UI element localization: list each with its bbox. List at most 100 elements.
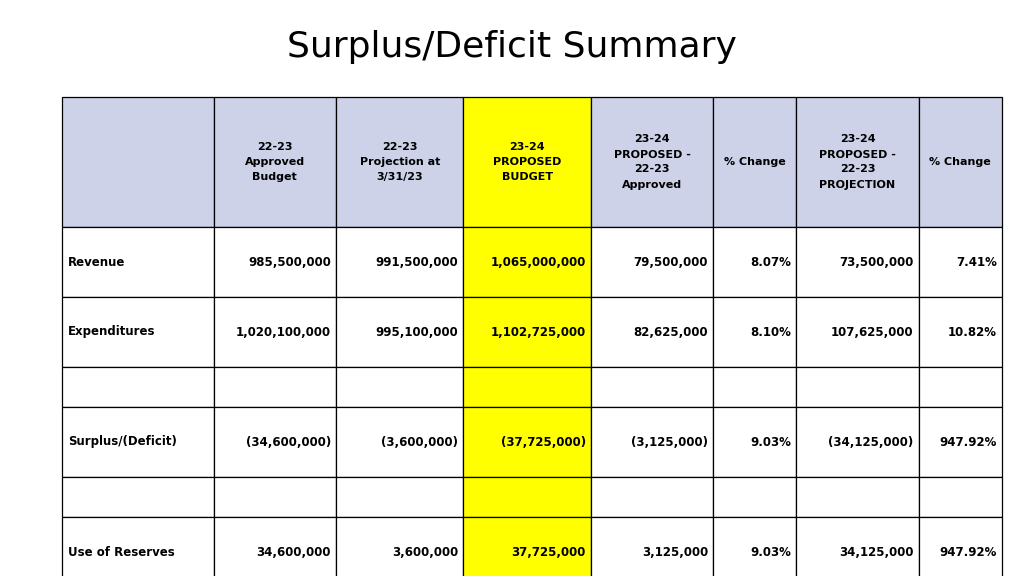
Bar (591, 367, 713, 407)
Bar (336, 227, 464, 297)
Text: (34,125,000): (34,125,000) (828, 435, 913, 449)
Bar (797, 97, 919, 227)
Text: Revenue: Revenue (68, 256, 125, 268)
Text: Approved: Approved (245, 157, 305, 167)
Text: Budget: Budget (253, 172, 297, 182)
Text: 985,500,000: 985,500,000 (248, 256, 331, 268)
Bar (591, 407, 713, 477)
Bar (713, 97, 797, 227)
Bar (713, 227, 797, 297)
Text: Surplus/Deficit Summary: Surplus/Deficit Summary (287, 30, 737, 64)
Text: 9.03%: 9.03% (751, 545, 792, 559)
Text: 995,100,000: 995,100,000 (376, 325, 459, 339)
Text: 79,500,000: 79,500,000 (634, 256, 709, 268)
Text: Approved: Approved (622, 180, 682, 190)
Text: (3,600,000): (3,600,000) (381, 435, 459, 449)
Text: (34,600,000): (34,600,000) (246, 435, 331, 449)
Bar (336, 517, 464, 576)
Text: 82,625,000: 82,625,000 (634, 325, 709, 339)
Bar (62, 517, 214, 576)
Text: 73,500,000: 73,500,000 (840, 256, 913, 268)
Bar (62, 477, 214, 517)
Bar (62, 367, 214, 407)
Bar (214, 407, 336, 477)
Bar (591, 517, 713, 576)
Bar (713, 297, 797, 367)
Text: PROPOSED: PROPOSED (493, 157, 561, 167)
Bar (464, 97, 591, 227)
Text: 7.41%: 7.41% (956, 256, 997, 268)
Text: 8.07%: 8.07% (751, 256, 792, 268)
Bar (214, 517, 336, 576)
Text: 34,600,000: 34,600,000 (257, 545, 331, 559)
Bar (336, 297, 464, 367)
Text: 3,125,000: 3,125,000 (642, 545, 709, 559)
Bar (713, 517, 797, 576)
Bar (464, 407, 591, 477)
Bar (464, 517, 591, 576)
Bar (919, 477, 1001, 517)
Bar (591, 97, 713, 227)
Bar (214, 477, 336, 517)
Text: 8.10%: 8.10% (751, 325, 792, 339)
Bar (464, 477, 591, 517)
Text: 1,020,100,000: 1,020,100,000 (236, 325, 331, 339)
Bar (591, 297, 713, 367)
Text: 37,725,000: 37,725,000 (511, 545, 586, 559)
Bar (797, 227, 919, 297)
Text: 1,102,725,000: 1,102,725,000 (490, 325, 586, 339)
Bar (336, 407, 464, 477)
Text: 3/31/23: 3/31/23 (377, 172, 423, 182)
Text: 23-24: 23-24 (634, 135, 670, 145)
Bar (713, 367, 797, 407)
Text: Surplus/(Deficit): Surplus/(Deficit) (68, 435, 177, 449)
Bar (214, 297, 336, 367)
Text: 22-23: 22-23 (840, 165, 876, 175)
Bar (464, 297, 591, 367)
Text: 107,625,000: 107,625,000 (831, 325, 913, 339)
Bar (336, 97, 464, 227)
Text: 10.82%: 10.82% (948, 325, 997, 339)
Bar (919, 297, 1001, 367)
Bar (797, 367, 919, 407)
Text: Expenditures: Expenditures (68, 325, 156, 339)
Text: PROJECTION: PROJECTION (819, 180, 896, 190)
Bar (591, 227, 713, 297)
Text: (3,125,000): (3,125,000) (631, 435, 709, 449)
Bar (797, 477, 919, 517)
Bar (591, 477, 713, 517)
Text: Projection at: Projection at (359, 157, 440, 167)
Bar (919, 97, 1001, 227)
Bar (713, 477, 797, 517)
Text: PROPOSED -: PROPOSED - (819, 150, 896, 160)
Bar (62, 297, 214, 367)
Bar (919, 367, 1001, 407)
Text: 3,600,000: 3,600,000 (392, 545, 459, 559)
Text: PROPOSED -: PROPOSED - (613, 150, 690, 160)
Text: 947.92%: 947.92% (939, 545, 997, 559)
Text: 22-23: 22-23 (634, 165, 670, 175)
Text: 1,065,000,000: 1,065,000,000 (490, 256, 586, 268)
Bar (214, 227, 336, 297)
Text: 34,125,000: 34,125,000 (840, 545, 913, 559)
Bar (464, 367, 591, 407)
Text: 23-24: 23-24 (840, 135, 876, 145)
Text: 22-23: 22-23 (257, 142, 293, 152)
Text: (37,725,000): (37,725,000) (501, 435, 586, 449)
Bar (919, 517, 1001, 576)
Text: 9.03%: 9.03% (751, 435, 792, 449)
Bar (214, 97, 336, 227)
Text: 22-23: 22-23 (382, 142, 418, 152)
Bar (919, 407, 1001, 477)
Bar (62, 407, 214, 477)
Bar (797, 517, 919, 576)
Bar (62, 97, 214, 227)
Bar (336, 477, 464, 517)
Text: BUDGET: BUDGET (502, 172, 553, 182)
Text: % Change: % Change (930, 157, 991, 167)
Text: 991,500,000: 991,500,000 (376, 256, 459, 268)
Text: % Change: % Change (724, 157, 785, 167)
Text: 947.92%: 947.92% (939, 435, 997, 449)
Text: Use of Reserves: Use of Reserves (68, 545, 175, 559)
Bar (797, 297, 919, 367)
